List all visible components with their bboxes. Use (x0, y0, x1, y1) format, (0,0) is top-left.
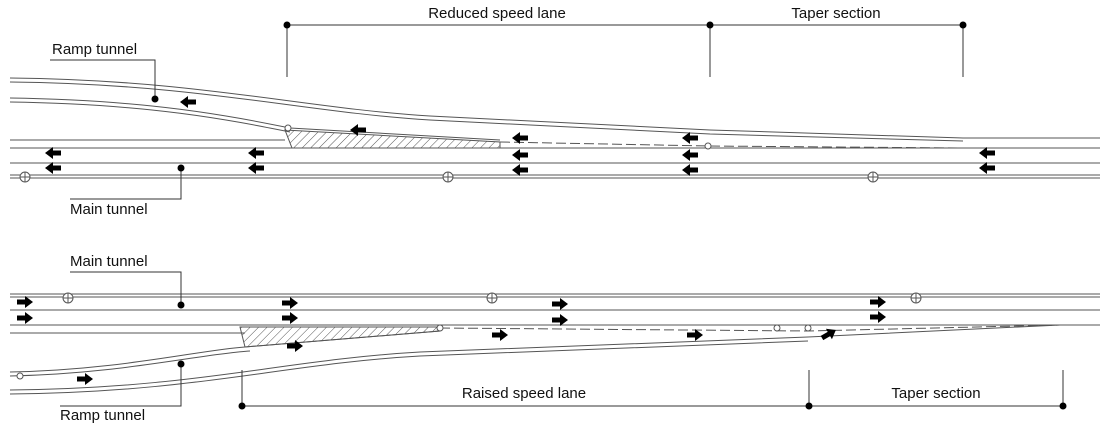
dimension-dot (959, 21, 967, 29)
leader-line (60, 364, 182, 407)
gore-hatch (239, 326, 441, 348)
callout-label: Main tunnel (70, 253, 148, 270)
dimension-label: Taper section (891, 385, 980, 402)
leader-line (50, 59, 156, 99)
leader-dot (177, 164, 185, 172)
ramp-edge (9, 340, 809, 395)
top-diagram: Reduced speed lane Taper section Ramp tu… (9, 5, 1100, 218)
leader-line (70, 271, 182, 305)
dimension-dot (238, 402, 246, 410)
ramp-edge (9, 350, 251, 377)
ramp-edge (9, 101, 291, 133)
dimension-label: Reduced speed lane (428, 5, 566, 22)
leader-line (70, 168, 182, 200)
callout-label: Main tunnel (70, 201, 148, 218)
leader-dot (177, 301, 185, 309)
bottom-diagram: Raised speed lane Taper section Main tun… (9, 253, 1100, 424)
dimension-dot (706, 21, 714, 29)
dimension-dot (1059, 402, 1067, 410)
dimension-label: Raised speed lane (462, 385, 586, 402)
callout-label: Ramp tunnel (52, 41, 137, 58)
dimension-dot (283, 21, 291, 29)
lane-line (439, 324, 1061, 332)
leader-dot (151, 95, 159, 103)
leader-dot (177, 360, 185, 368)
lane-line (499, 141, 964, 149)
ramp-edge (9, 330, 441, 373)
dimension-dot (805, 402, 813, 410)
callout-label: Ramp tunnel (60, 407, 145, 424)
gore-hatch (284, 129, 501, 149)
dimension-label: Taper section (791, 5, 880, 22)
ramp-edge (9, 97, 501, 141)
ramp-edge (9, 81, 964, 142)
ramp-edge (9, 77, 1100, 139)
ramp-edge (9, 324, 1061, 391)
